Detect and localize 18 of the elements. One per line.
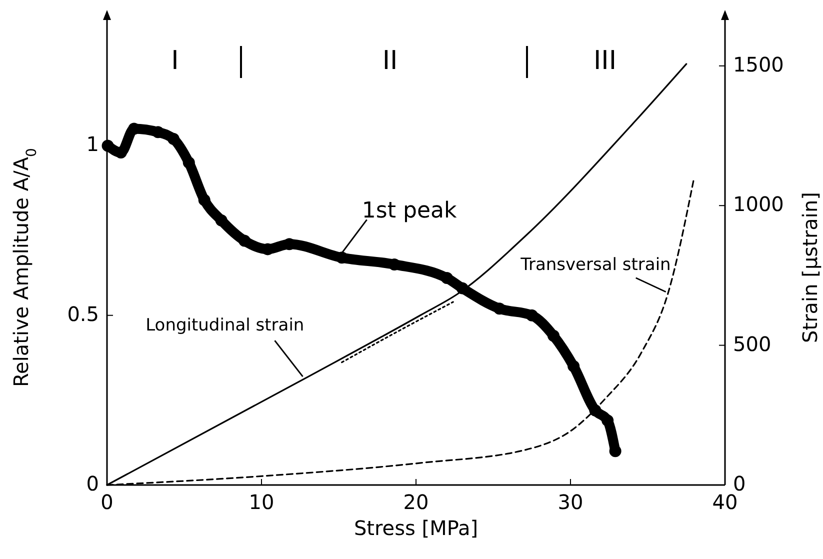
- y-tick-label: 1: [86, 132, 99, 156]
- x-tick-label: 10: [248, 490, 274, 514]
- annotation: II: [382, 46, 398, 76]
- text: Longitudinal strain: [146, 316, 304, 336]
- series-label: 1st peak: [362, 198, 457, 224]
- x-tick-label: 20: [403, 490, 429, 514]
- y-tick-label: 0.5: [67, 302, 99, 326]
- x-tick-label: 0: [100, 490, 114, 514]
- annotation: I: [171, 46, 179, 76]
- y-tick-label: 0: [86, 471, 99, 496]
- y2-axis-title: Strain [µstrain]: [798, 192, 822, 343]
- y2-tick-label: 1500: [733, 52, 784, 76]
- y2-tick-label: 1000: [733, 192, 784, 216]
- x-axis-title: Stress [MPa]: [354, 516, 478, 540]
- annotation: III: [593, 46, 617, 76]
- series-label: Transversal strain: [520, 254, 671, 275]
- x-tick-label: 30: [558, 490, 584, 514]
- y2-tick-label: 500: [733, 332, 772, 356]
